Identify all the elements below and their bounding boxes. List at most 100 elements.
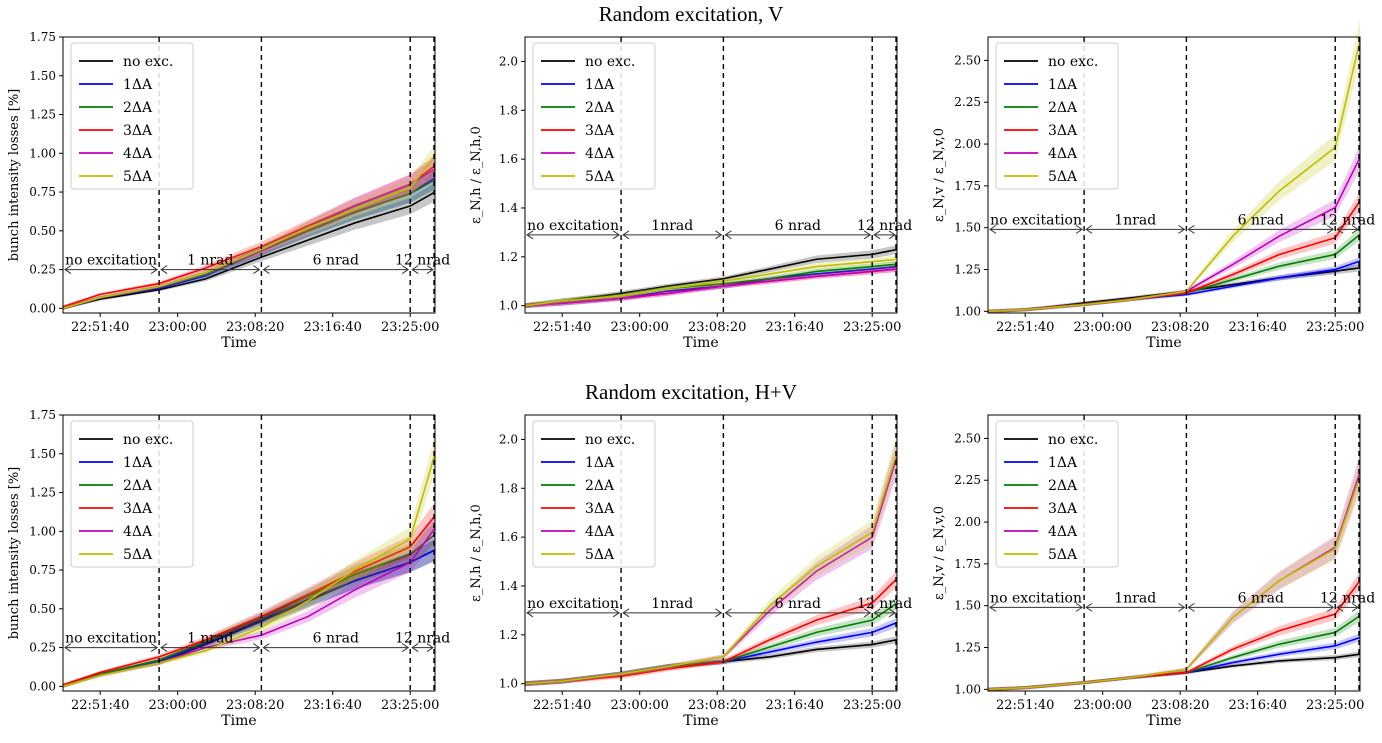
phase-label: no excitation	[990, 590, 1082, 606]
y-axis-label: ε_N,v / ε_N,v,0	[932, 128, 947, 222]
legend-label: 3ΔA	[123, 123, 153, 139]
x-tick-label: 23:16:40	[304, 320, 362, 335]
phase-label: 1nrad	[1114, 590, 1156, 606]
y-tick-label: 0.50	[29, 224, 56, 238]
chart-v-emit-v: no excitation 1nrad 6 nrad 12 nrad 1.00 1.25 1…	[932, 18, 1375, 351]
series-band-5	[525, 255, 897, 309]
chart-v-losses: no excitation 1 nrad 6 nrad 12 nrad 0.00 0.25…	[7, 30, 450, 351]
y-tick-label: 1.25	[29, 108, 56, 122]
legend-label: 4ΔA	[123, 146, 153, 162]
x-tick-label: 23:08:20	[688, 698, 746, 713]
legend-label: 2ΔA	[585, 478, 615, 494]
arrow-head-right	[1351, 602, 1359, 612]
legend-label: 2ΔA	[123, 478, 153, 494]
arrow-head-right	[612, 230, 621, 240]
series-band-5	[63, 435, 435, 688]
y-axis-label: ε_N,h / ε_N,h,0	[469, 504, 484, 602]
chart-hv-losses: no excitation 1 nrad 6 nrad 12 nrad 0.00 0.25…	[7, 408, 450, 729]
legend-label: 5ΔA	[1048, 547, 1078, 563]
phase-label: 6 nrad	[313, 631, 359, 647]
y-tick-label: 1.25	[954, 641, 981, 655]
chart-v-emit-h: no excitation 1nrad 6 nrad 12 nrad 1.0 1.2 1.4…	[469, 36, 912, 351]
y-tick-label: 0.25	[29, 641, 56, 655]
y-tick-label: 1.8	[499, 103, 518, 117]
x-tick-label: 23:00:00	[1074, 320, 1132, 335]
arrow-head-left	[160, 643, 168, 653]
x-axis-label: Time	[1146, 335, 1181, 351]
x-tick-label: 23:00:00	[149, 320, 207, 335]
y-tick-label: 1.0	[499, 677, 518, 691]
legend: no exc. 1ΔA 2ΔA 3ΔA 4ΔA 5ΔA	[70, 42, 194, 190]
x-tick-label: 23:16:40	[766, 320, 824, 335]
x-tick-label: 23:08:20	[1151, 698, 1209, 713]
arrow-head-left	[64, 643, 72, 653]
chart-hv-emit-v: no excitation 1nrad 6 nrad 12 nrad 1.00 1.25 1…	[932, 414, 1375, 729]
legend: no exc. 1ΔA 2ΔA 3ΔA 4ΔA 5ΔA	[532, 420, 656, 568]
legend-label: 1ΔA	[123, 77, 153, 93]
y-tick-label: 1.50	[954, 599, 981, 613]
arrow-head-left	[1085, 224, 1093, 234]
plot-frame	[62, 414, 436, 692]
phase-label: 1nrad	[651, 218, 693, 234]
y-tick-label: 2.0	[499, 432, 518, 446]
x-tick-label: 23:08:20	[226, 320, 284, 335]
phase-label: 1 nrad	[187, 631, 233, 647]
arrow-head-left	[724, 608, 732, 618]
row-title-top: Random excitation, V	[598, 2, 784, 26]
arrow-head-right	[1326, 602, 1335, 612]
legend-label: no exc.	[123, 54, 173, 70]
arrow-head-left	[262, 643, 270, 653]
arrow-head-right	[715, 230, 723, 240]
legend-label: 1ΔA	[1048, 77, 1078, 93]
arrow-head-right	[401, 643, 410, 653]
x-tick-label: 22:51:40	[533, 320, 591, 335]
y-tick-label: 1.00	[29, 524, 56, 538]
y-tick-label: 1.00	[954, 682, 981, 696]
plot-frame	[62, 36, 436, 314]
y-tick-label: 1.6	[499, 530, 518, 544]
series-band-5	[988, 459, 1360, 691]
legend-label: no exc.	[585, 432, 635, 448]
series-band-3	[988, 571, 1360, 691]
x-axis-label: Time	[683, 335, 718, 351]
series-line-5	[524, 451, 898, 685]
phase-label: no excitation	[990, 212, 1082, 228]
arrow-head-right	[863, 608, 872, 618]
arrow-head-left	[873, 230, 881, 240]
arrow-head-left	[622, 608, 630, 618]
legend-label: 3ΔA	[123, 501, 153, 517]
legend-label: 5ΔA	[1048, 169, 1078, 185]
legend-label: 3ΔA	[585, 501, 615, 517]
phase-label: 12 nrad	[857, 218, 912, 234]
legend-label: 4ΔA	[1048, 146, 1078, 162]
x-tick-label: 23:25:00	[843, 698, 901, 713]
x-tick-label: 23:00:00	[149, 698, 207, 713]
y-tick-label: 0.75	[29, 185, 56, 199]
phase-label: 6 nrad	[1238, 212, 1284, 228]
legend-label: 5ΔA	[123, 547, 153, 563]
series-band-1	[988, 257, 1360, 313]
legend-label: 4ΔA	[123, 524, 153, 540]
phase-label: 6 nrad	[1238, 590, 1284, 606]
y-tick-label: 1.00	[29, 146, 56, 160]
arrow-head-left	[262, 265, 270, 275]
y-tick-label: 0.00	[29, 301, 56, 315]
y-tick-label: 1.50	[29, 447, 56, 461]
legend-label: 1ΔA	[585, 455, 615, 471]
series-band-0	[988, 264, 1360, 313]
series-line-1	[987, 636, 1361, 691]
legend-label: 5ΔA	[585, 547, 615, 563]
x-tick-label: 23:00:00	[611, 698, 669, 713]
arrow-head-left	[989, 224, 997, 234]
y-tick-label: 0.75	[29, 563, 56, 577]
plot-frame	[524, 414, 898, 692]
series-band-0	[988, 651, 1360, 691]
series-line-5	[62, 155, 436, 310]
y-tick-label: 2.0	[499, 54, 518, 68]
x-tick-label: 22:51:40	[996, 698, 1054, 713]
x-tick-label: 23:16:40	[1229, 320, 1287, 335]
arrow-head-left	[989, 602, 997, 612]
legend-label: 2ΔA	[1048, 478, 1078, 494]
arrow-head-right	[401, 265, 410, 275]
plot-frame	[987, 36, 1361, 314]
